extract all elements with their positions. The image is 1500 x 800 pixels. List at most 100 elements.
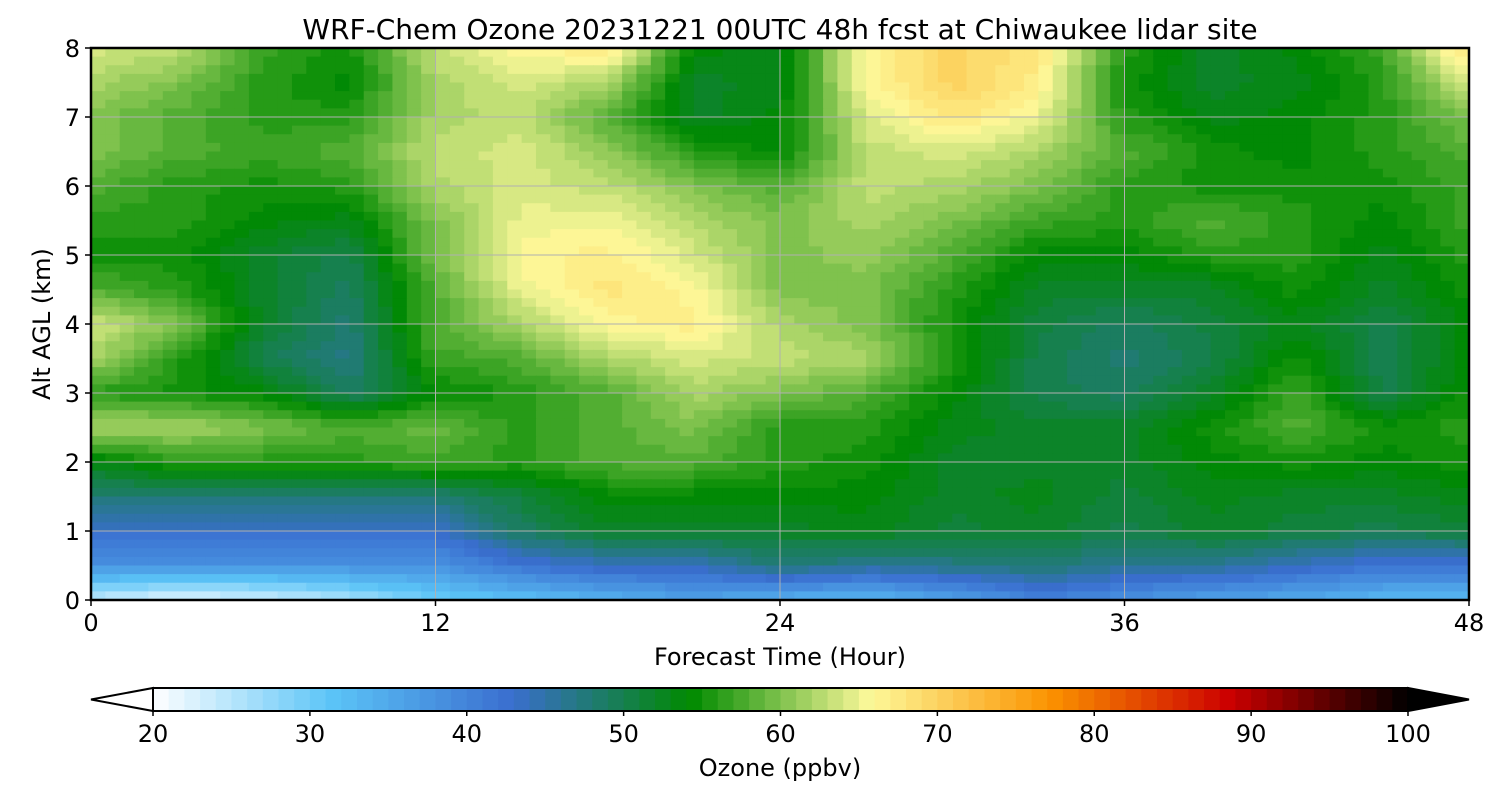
field-cell: [1397, 341, 1413, 351]
field-cell: [1282, 384, 1298, 394]
field-cell: [1067, 367, 1083, 377]
field-cell: [579, 462, 594, 472]
field-cell: [736, 298, 752, 308]
field-cell: [952, 410, 968, 420]
field-cell: [751, 65, 767, 75]
field-cell: [162, 418, 178, 429]
field-cell: [1239, 220, 1255, 230]
field-cell: [1253, 203, 1269, 213]
field-cell: [1368, 462, 1384, 472]
field-cell: [937, 306, 953, 316]
field-cell: [306, 91, 322, 101]
field-cell: [320, 160, 336, 170]
field-cell: [134, 229, 150, 239]
field-cell: [1081, 186, 1097, 196]
field-cell: [837, 367, 853, 377]
field-cell: [550, 462, 566, 472]
field-cell: [1224, 48, 1240, 58]
field-cell: [134, 375, 150, 385]
field-cell: [1024, 349, 1039, 360]
field-cell: [894, 203, 910, 213]
field-cell: [306, 324, 322, 334]
field-cell: [1253, 65, 1269, 75]
field-cell: [1454, 151, 1470, 161]
field-cell: [1124, 168, 1140, 178]
field-cell: [794, 177, 810, 187]
field-cell: [665, 289, 681, 299]
field-cell: [923, 462, 939, 472]
field-cell: [1224, 108, 1240, 118]
field-cell: [622, 246, 638, 256]
field-cell: [1210, 427, 1226, 437]
field-cell: [1253, 358, 1269, 368]
field-cell: [564, 410, 580, 420]
field-cell: [507, 375, 523, 385]
field-cell: [119, 65, 135, 75]
field-cell: [1067, 229, 1083, 239]
field-cell: [105, 462, 121, 472]
field-cell: [736, 444, 752, 454]
field-cell: [1382, 453, 1398, 463]
field-cell: [464, 298, 480, 308]
field-cell: [1368, 427, 1384, 437]
field-cell: [693, 280, 709, 291]
field-cell: [722, 229, 738, 239]
field-cell: [1397, 280, 1413, 291]
field-cell: [421, 237, 437, 247]
field-cell: [1009, 168, 1025, 178]
field-cell: [521, 263, 537, 273]
field-cell: [794, 324, 810, 334]
field-cell: [1167, 453, 1183, 463]
field-cell: [521, 324, 537, 334]
field-cell: [91, 56, 106, 66]
field-cell: [894, 358, 910, 368]
field-cell: [837, 306, 853, 316]
field-cell: [722, 444, 738, 454]
field-cell: [205, 427, 221, 437]
field-cell: [579, 56, 594, 66]
field-cell: [1296, 263, 1312, 273]
field-cell: [1311, 255, 1327, 265]
field-cell: [148, 117, 164, 127]
field-cell: [105, 418, 121, 429]
field-cell: [808, 65, 824, 75]
field-cell: [320, 186, 336, 196]
field-cell: [880, 108, 896, 118]
field-cell: [277, 479, 293, 489]
field-cell: [650, 117, 666, 127]
field-cell: [995, 393, 1011, 403]
field-cell: [335, 91, 350, 101]
field-cell: [234, 229, 250, 239]
field-cell: [148, 479, 164, 489]
field-cell: [1239, 203, 1255, 213]
field-cell: [1038, 306, 1054, 316]
field-cell: [622, 99, 638, 109]
field-cell: [1138, 418, 1154, 429]
field-cell: [708, 470, 724, 480]
field-cell: [507, 91, 523, 101]
field-cell: [291, 487, 307, 498]
field-cell: [1368, 444, 1384, 454]
field-cell: [378, 349, 394, 360]
field-cell: [1210, 108, 1226, 118]
field-cell: [1296, 384, 1312, 394]
field-cell: [1339, 315, 1355, 325]
field-cell: [1325, 108, 1341, 118]
field-cell: [550, 263, 566, 273]
field-cell: [1454, 280, 1470, 291]
field-cell: [162, 324, 178, 334]
field-cell: [665, 82, 681, 92]
field-cell: [1397, 56, 1413, 66]
field-cell: [1311, 384, 1327, 394]
field-cell: [1210, 479, 1226, 489]
field-cell: [1411, 444, 1427, 454]
field-cell: [1425, 82, 1441, 92]
field-cell: [837, 462, 853, 472]
field-cell: [1411, 82, 1427, 92]
field-cell: [751, 237, 767, 247]
field-cell: [1024, 393, 1039, 403]
field-cell: [851, 367, 867, 377]
field-cell: [1425, 263, 1441, 273]
field-cell: [937, 48, 953, 58]
field-cell: [693, 203, 709, 213]
